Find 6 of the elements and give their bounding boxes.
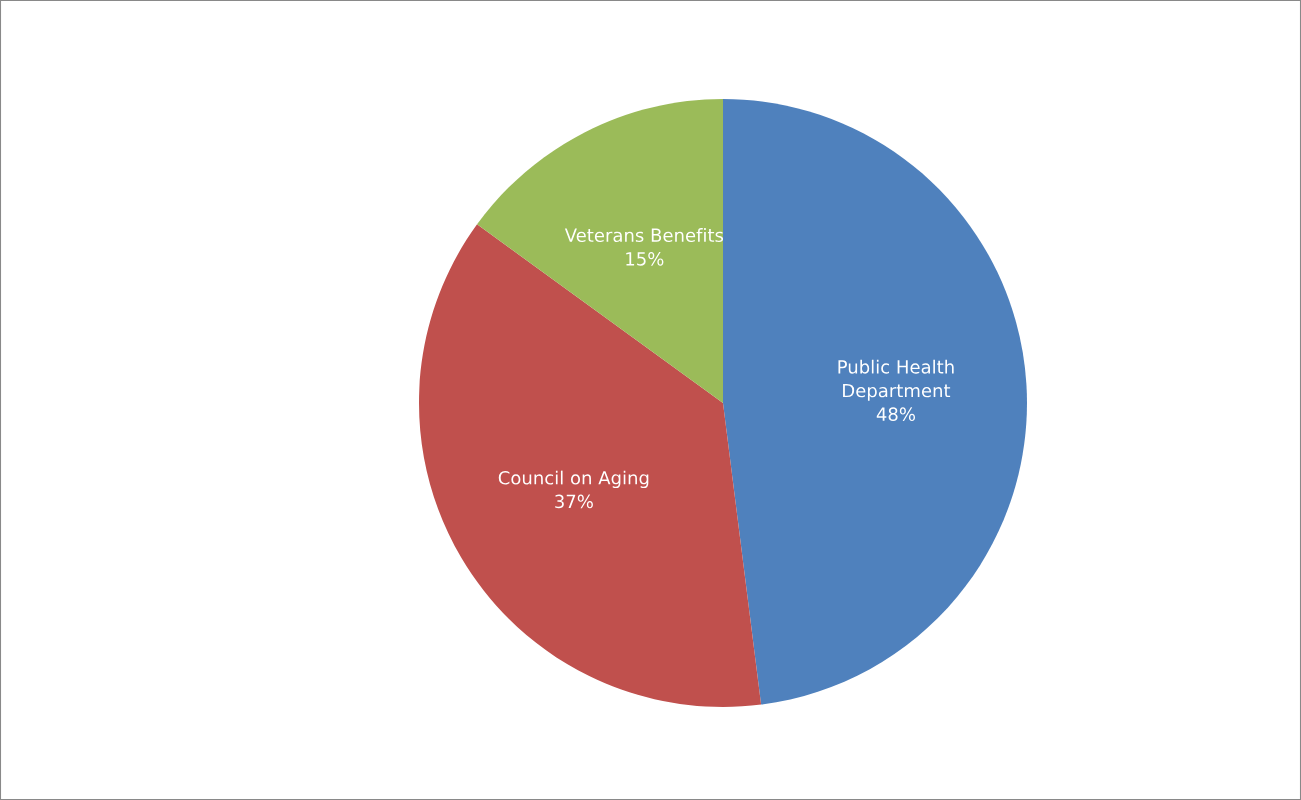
slice-label: Veterans Benefits bbox=[564, 228, 724, 243]
data-label: 15% bbox=[626, 252, 664, 266]
slice-label: Council on Aging bbox=[498, 470, 649, 489]
data-label: 37% bbox=[555, 494, 593, 509]
slice-label: Public Health Department bbox=[838, 359, 954, 401]
data-label: 48% bbox=[876, 407, 916, 422]
